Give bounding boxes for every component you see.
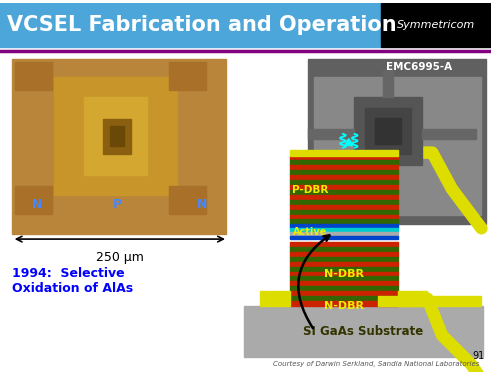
Bar bbox=[290, 210, 398, 214]
Bar bbox=[290, 170, 398, 175]
Bar bbox=[290, 301, 398, 306]
Bar bbox=[14, 62, 52, 90]
Text: SI GaAs Substrate: SI GaAs Substrate bbox=[304, 325, 424, 338]
Text: 1994:  Selective
Oxidation of AlAs: 1994: Selective Oxidation of AlAs bbox=[12, 267, 133, 295]
Text: N-DBR: N-DBR bbox=[324, 301, 364, 311]
Bar bbox=[290, 160, 398, 165]
Text: N-DBR: N-DBR bbox=[324, 269, 364, 279]
Bar bbox=[366, 108, 410, 154]
Bar bbox=[290, 190, 398, 195]
Bar bbox=[290, 228, 398, 232]
Bar bbox=[290, 242, 398, 247]
Bar bbox=[354, 97, 422, 165]
Bar bbox=[290, 195, 398, 200]
Bar bbox=[383, 156, 393, 177]
Bar bbox=[14, 186, 52, 213]
Bar bbox=[54, 77, 177, 195]
Bar bbox=[290, 175, 398, 180]
Bar bbox=[12, 59, 226, 234]
Bar bbox=[290, 262, 398, 267]
Bar bbox=[290, 267, 398, 272]
Text: Symmetricom: Symmetricom bbox=[397, 20, 475, 30]
Bar bbox=[290, 272, 398, 276]
Bar bbox=[169, 186, 206, 213]
Bar bbox=[84, 97, 148, 175]
Text: Courtesy of Darwin Serkland, Sandia National Laboratories: Courtesy of Darwin Serkland, Sandia Nati… bbox=[273, 361, 480, 367]
Text: P-DBR: P-DBR bbox=[292, 185, 328, 195]
Bar bbox=[290, 185, 398, 190]
Bar bbox=[290, 214, 398, 219]
Bar bbox=[290, 224, 398, 228]
Bar bbox=[110, 126, 124, 146]
Bar bbox=[290, 180, 398, 185]
Text: N: N bbox=[196, 198, 207, 211]
Bar bbox=[378, 296, 482, 306]
Bar bbox=[103, 119, 130, 154]
Bar bbox=[290, 291, 398, 296]
Bar bbox=[290, 165, 398, 170]
Text: 250 μm: 250 μm bbox=[96, 251, 144, 264]
Bar bbox=[0, 3, 381, 46]
Bar bbox=[290, 286, 398, 291]
Text: 91: 91 bbox=[472, 351, 484, 361]
Bar bbox=[290, 236, 398, 239]
Bar bbox=[376, 118, 401, 144]
Bar bbox=[308, 129, 354, 139]
Text: P: P bbox=[113, 198, 122, 211]
Bar bbox=[244, 306, 484, 357]
Bar bbox=[290, 296, 398, 301]
Bar bbox=[290, 281, 398, 286]
Bar bbox=[308, 59, 486, 224]
Bar bbox=[290, 257, 398, 262]
Bar bbox=[290, 205, 398, 210]
Text: VCSEL Fabrication and Operation: VCSEL Fabrication and Operation bbox=[7, 15, 396, 35]
Bar bbox=[169, 62, 206, 90]
Bar bbox=[290, 276, 398, 281]
Bar bbox=[314, 77, 482, 214]
Bar bbox=[290, 150, 398, 156]
Bar bbox=[383, 70, 393, 97]
Bar bbox=[381, 3, 491, 46]
Bar bbox=[290, 247, 398, 252]
Bar bbox=[398, 291, 428, 306]
Bar bbox=[290, 252, 398, 257]
Bar bbox=[422, 129, 476, 139]
Text: N: N bbox=[32, 198, 42, 211]
Bar bbox=[260, 291, 290, 306]
Bar bbox=[290, 232, 398, 236]
Bar bbox=[290, 156, 398, 160]
Text: Active: Active bbox=[293, 227, 327, 237]
Bar bbox=[290, 219, 398, 224]
Bar bbox=[290, 200, 398, 205]
Text: EMC6995-A: EMC6995-A bbox=[386, 62, 452, 72]
